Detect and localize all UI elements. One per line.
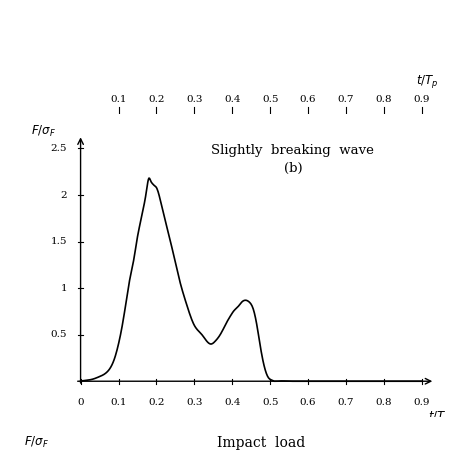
Text: 0.3: 0.3 bbox=[186, 398, 202, 407]
Text: 0.3: 0.3 bbox=[186, 95, 202, 104]
Text: $F/\sigma_F$: $F/\sigma_F$ bbox=[31, 124, 56, 139]
Text: 0.7: 0.7 bbox=[338, 398, 354, 407]
Text: 0.9: 0.9 bbox=[414, 95, 430, 104]
Text: 0.6: 0.6 bbox=[300, 95, 316, 104]
Text: 0: 0 bbox=[77, 398, 84, 407]
Text: 2.5: 2.5 bbox=[51, 144, 67, 153]
Text: 1: 1 bbox=[61, 283, 67, 292]
Text: 0.1: 0.1 bbox=[110, 95, 127, 104]
Text: 0.7: 0.7 bbox=[338, 95, 354, 104]
Text: 1.5: 1.5 bbox=[51, 237, 67, 246]
Text: 0.1: 0.1 bbox=[110, 398, 127, 407]
Text: 2: 2 bbox=[61, 191, 67, 200]
Text: 0.5: 0.5 bbox=[51, 330, 67, 339]
Text: Slightly  breaking  wave: Slightly breaking wave bbox=[211, 144, 374, 157]
Text: 0.5: 0.5 bbox=[262, 398, 278, 407]
Text: $t/T_p$: $t/T_p$ bbox=[428, 409, 450, 426]
Text: 0.2: 0.2 bbox=[148, 398, 164, 407]
Text: 0.2: 0.2 bbox=[148, 95, 164, 104]
Text: $t/T_p$: $t/T_p$ bbox=[416, 73, 439, 91]
Text: 0.6: 0.6 bbox=[300, 398, 316, 407]
Text: 0.4: 0.4 bbox=[224, 95, 240, 104]
Text: 0.8: 0.8 bbox=[376, 398, 392, 407]
Text: Impact  load: Impact load bbox=[217, 436, 305, 450]
Text: (b): (b) bbox=[283, 162, 302, 174]
Text: 0.4: 0.4 bbox=[224, 398, 240, 407]
Text: 0.9: 0.9 bbox=[414, 398, 430, 407]
Text: 0.8: 0.8 bbox=[376, 95, 392, 104]
Text: 0.5: 0.5 bbox=[262, 95, 278, 104]
Text: $F/\sigma_F$: $F/\sigma_F$ bbox=[24, 435, 49, 450]
